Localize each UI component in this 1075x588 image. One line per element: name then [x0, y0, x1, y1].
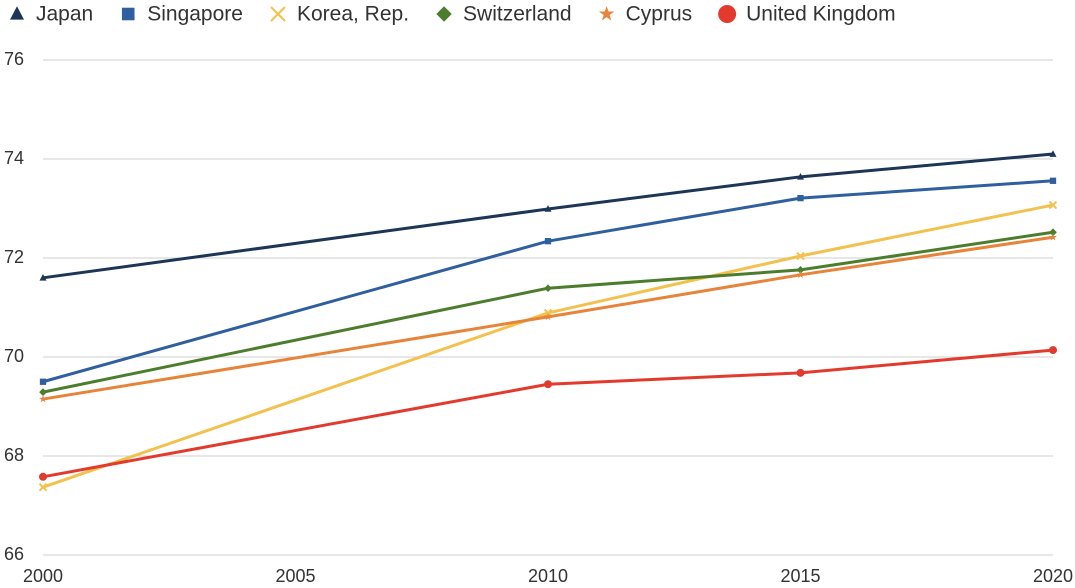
- data-point: [39, 273, 47, 281]
- legend-marker: [10, 6, 24, 20]
- data-point: [796, 266, 805, 274]
- legend-marker: [598, 5, 615, 21]
- y-tick-label: 76: [4, 49, 24, 69]
- series-line: [42, 235, 1054, 401]
- data-point: [544, 312, 552, 321]
- data-point: [796, 368, 805, 377]
- y-tick-label: 74: [4, 148, 24, 168]
- legend-marker: [436, 6, 452, 22]
- y-tick-label: 66: [4, 544, 24, 564]
- data-point: [1049, 150, 1057, 157]
- data-point: [544, 284, 552, 293]
- legend-marker: [270, 6, 286, 22]
- y-tick-label: 70: [4, 346, 24, 366]
- legend-label: Singapore: [147, 3, 243, 26]
- x-tick-label: 2020: [1033, 566, 1073, 586]
- legend-label: Cyprus: [626, 3, 693, 26]
- data-point: [39, 472, 47, 481]
- data-point: [1049, 346, 1057, 355]
- x-tick-label: 2015: [780, 566, 820, 586]
- data-point: [39, 395, 47, 403]
- x-tick-label: 2000: [23, 566, 63, 586]
- series-line: [42, 152, 1054, 280]
- data-point: [797, 172, 804, 180]
- data-point: [1049, 233, 1057, 241]
- x-tick-label: 2010: [528, 566, 568, 586]
- series-line: [42, 179, 1054, 384]
- data-point: [1048, 200, 1058, 210]
- data-point: [544, 238, 552, 245]
- data-point: [796, 270, 805, 279]
- series-line: [42, 203, 1054, 489]
- legend-label: Switzerland: [463, 3, 572, 26]
- series-line: [42, 348, 1054, 479]
- legend-marker: [718, 5, 737, 23]
- legend-marker: [121, 7, 135, 21]
- series-line: [42, 230, 1054, 394]
- y-tick-label: 68: [4, 445, 24, 465]
- legend-label: Korea, Rep.: [297, 3, 409, 26]
- data-point: [1049, 177, 1057, 184]
- y-tick-label: 72: [4, 247, 24, 267]
- data-point: [1049, 228, 1057, 237]
- data-point: [39, 388, 47, 396]
- data-point: [544, 380, 552, 389]
- data-point: [797, 194, 804, 202]
- x-tick-label: 2005: [275, 566, 315, 586]
- data-point: [39, 378, 47, 385]
- legend-label: United Kingdom: [746, 3, 895, 26]
- data-point: [544, 205, 552, 212]
- legend-label: Japan: [36, 3, 93, 26]
- data-point: [796, 251, 805, 261]
- data-point: [38, 482, 48, 492]
